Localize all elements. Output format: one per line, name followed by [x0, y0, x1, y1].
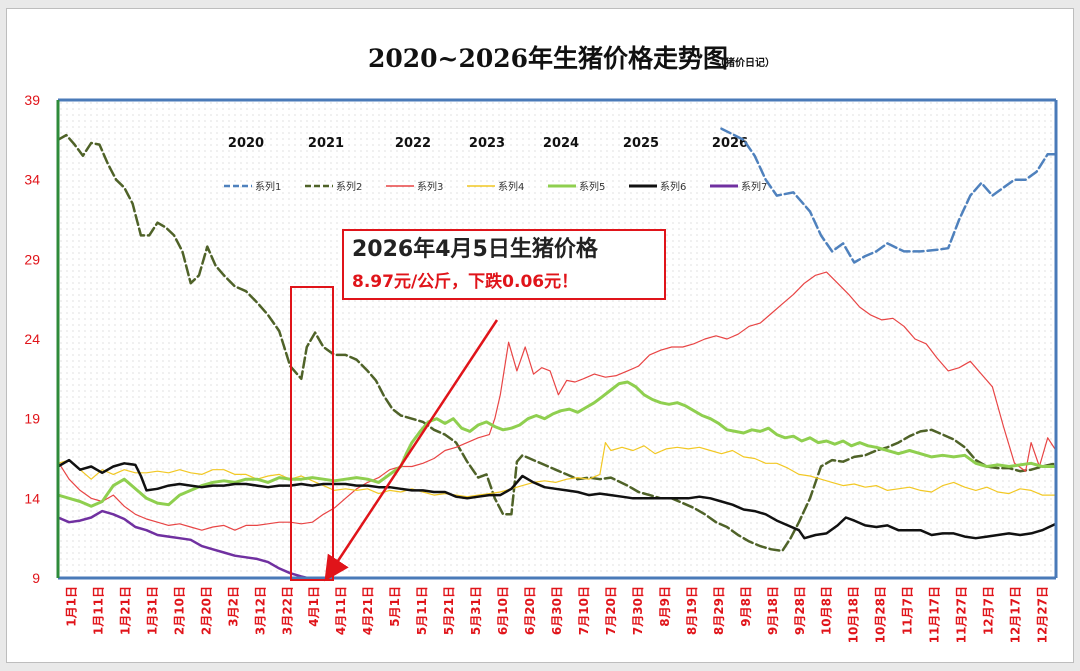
legend-label: 系列5: [579, 180, 605, 193]
x-tick-label: 3月2日: [226, 586, 240, 627]
year-label: 2026: [712, 136, 748, 151]
legend-label: 系列3: [417, 180, 443, 193]
x-tick-label: 4月1日: [307, 586, 321, 627]
x-tick-label: 11月7日: [901, 586, 915, 635]
legend-label: 系列7: [741, 180, 767, 193]
x-tick-label: 10月18日: [847, 586, 861, 643]
series-line-系列5: [56, 380, 1058, 508]
x-tick-label: 1月1日: [64, 586, 78, 627]
x-tick-label: 5月11日: [415, 586, 429, 635]
y-tick-label: 29: [24, 251, 40, 267]
y-tick-label: 9: [32, 570, 40, 586]
annotation-box: [342, 229, 666, 300]
x-tick-label: 2月20日: [199, 586, 213, 635]
legend-label: 系列6: [660, 180, 686, 193]
x-tick-label: 10月8日: [820, 586, 834, 635]
year-label: 2023: [469, 136, 505, 151]
y-tick-label: 24: [24, 331, 40, 347]
year-label: 2021: [308, 136, 344, 151]
x-tick-label: 3月12日: [253, 586, 267, 635]
x-tick-label: 7月20日: [604, 586, 618, 635]
annotation-arrow: [324, 319, 499, 582]
annotation-line2: 8.97元/公斤，下跌0.06元！: [352, 272, 578, 292]
annotation-line1: 2026年4月5日生猪价格: [352, 236, 599, 262]
year-label: 2022: [395, 136, 431, 151]
x-tick-label: 5月31日: [469, 586, 483, 635]
x-tick-label: 8月29日: [712, 586, 726, 635]
legend: 系列1 系列2 系列3 系列4 系列5 系列6 系列7: [224, 180, 767, 193]
legend-item: 系列2: [305, 180, 362, 193]
x-tick-label: 9月28日: [793, 586, 807, 635]
x-tick-label: 11月27日: [955, 586, 969, 643]
x-tick-label: 4月11日: [334, 586, 348, 635]
y-tick-label: 39: [24, 92, 40, 108]
series-line-系列1: [720, 127, 1058, 264]
y-tick-label: 14: [24, 490, 40, 506]
x-tick-label: 12月27日: [1036, 586, 1050, 643]
series-line-系列4: [57, 442, 1057, 498]
series-group: [56, 127, 1058, 580]
series-line-系列7: [56, 509, 311, 580]
legend-item: 系列1: [224, 180, 281, 193]
x-tick-label: 5月1日: [388, 586, 402, 627]
x-tick-label: 4月21日: [361, 586, 375, 635]
legend-label: 系列4: [498, 180, 524, 193]
series-line-系列6: [56, 458, 1058, 540]
x-axis-ticks: 1月1日 1月11日 1月21日 1月31日 2月10日 2月20日 3月2日 3月12日 3月…: [64, 586, 1049, 643]
highlight-box: [290, 286, 334, 581]
chart-subtitle: （猪价日记）: [715, 56, 775, 69]
x-tick-label: 7月30日: [631, 586, 645, 635]
x-tick-label: 6月30日: [550, 586, 564, 635]
year-label: 2025: [623, 136, 659, 151]
year-label: 2020: [228, 136, 264, 151]
x-tick-label: 12月17日: [1009, 586, 1023, 643]
x-tick-label: 7月10日: [577, 586, 591, 635]
legend-label: 系列2: [336, 180, 362, 193]
x-tick-label: 1月31日: [145, 586, 159, 635]
x-tick-label: 10月28日: [874, 586, 888, 643]
year-labels: 2020 2021 2022 2023 2024 2025 2026: [228, 136, 748, 151]
y-tick-label: 19: [24, 411, 40, 427]
x-tick-label: 1月11日: [91, 586, 105, 635]
x-tick-label: 8月9日: [658, 586, 672, 627]
legend-item: 系列3: [386, 180, 443, 193]
x-tick-label: 1月21日: [118, 586, 132, 635]
x-tick-label: 12月7日: [982, 586, 996, 635]
legend-item: 系列4: [467, 180, 524, 193]
chart-title: 2020~2026年生猪价格走势图: [368, 44, 728, 73]
x-tick-label: 6月20日: [523, 586, 537, 635]
x-tick-label: 6月10日: [496, 586, 510, 635]
legend-item: 系列5: [548, 180, 605, 193]
x-tick-label: 5月21日: [442, 586, 456, 635]
year-label: 2024: [543, 136, 579, 151]
x-tick-label: 9月8日: [739, 586, 753, 627]
series-line-系列3: [57, 271, 1057, 531]
legend-item: 系列7: [710, 180, 767, 193]
x-tick-label: 9月18日: [766, 586, 780, 635]
legend-label: 系列1: [255, 180, 281, 193]
x-tick-label: 11月17日: [928, 586, 942, 643]
x-tick-label: 3月22日: [280, 586, 294, 635]
plot-area: [58, 100, 1056, 578]
y-axis-ticks: 9 14 19 24 29 34 39: [24, 92, 40, 586]
legend-item: 系列6: [629, 180, 686, 193]
x-tick-label: 2月10日: [172, 586, 186, 635]
y-tick-label: 34: [24, 172, 40, 188]
x-tick-label: 8月19日: [685, 586, 699, 635]
